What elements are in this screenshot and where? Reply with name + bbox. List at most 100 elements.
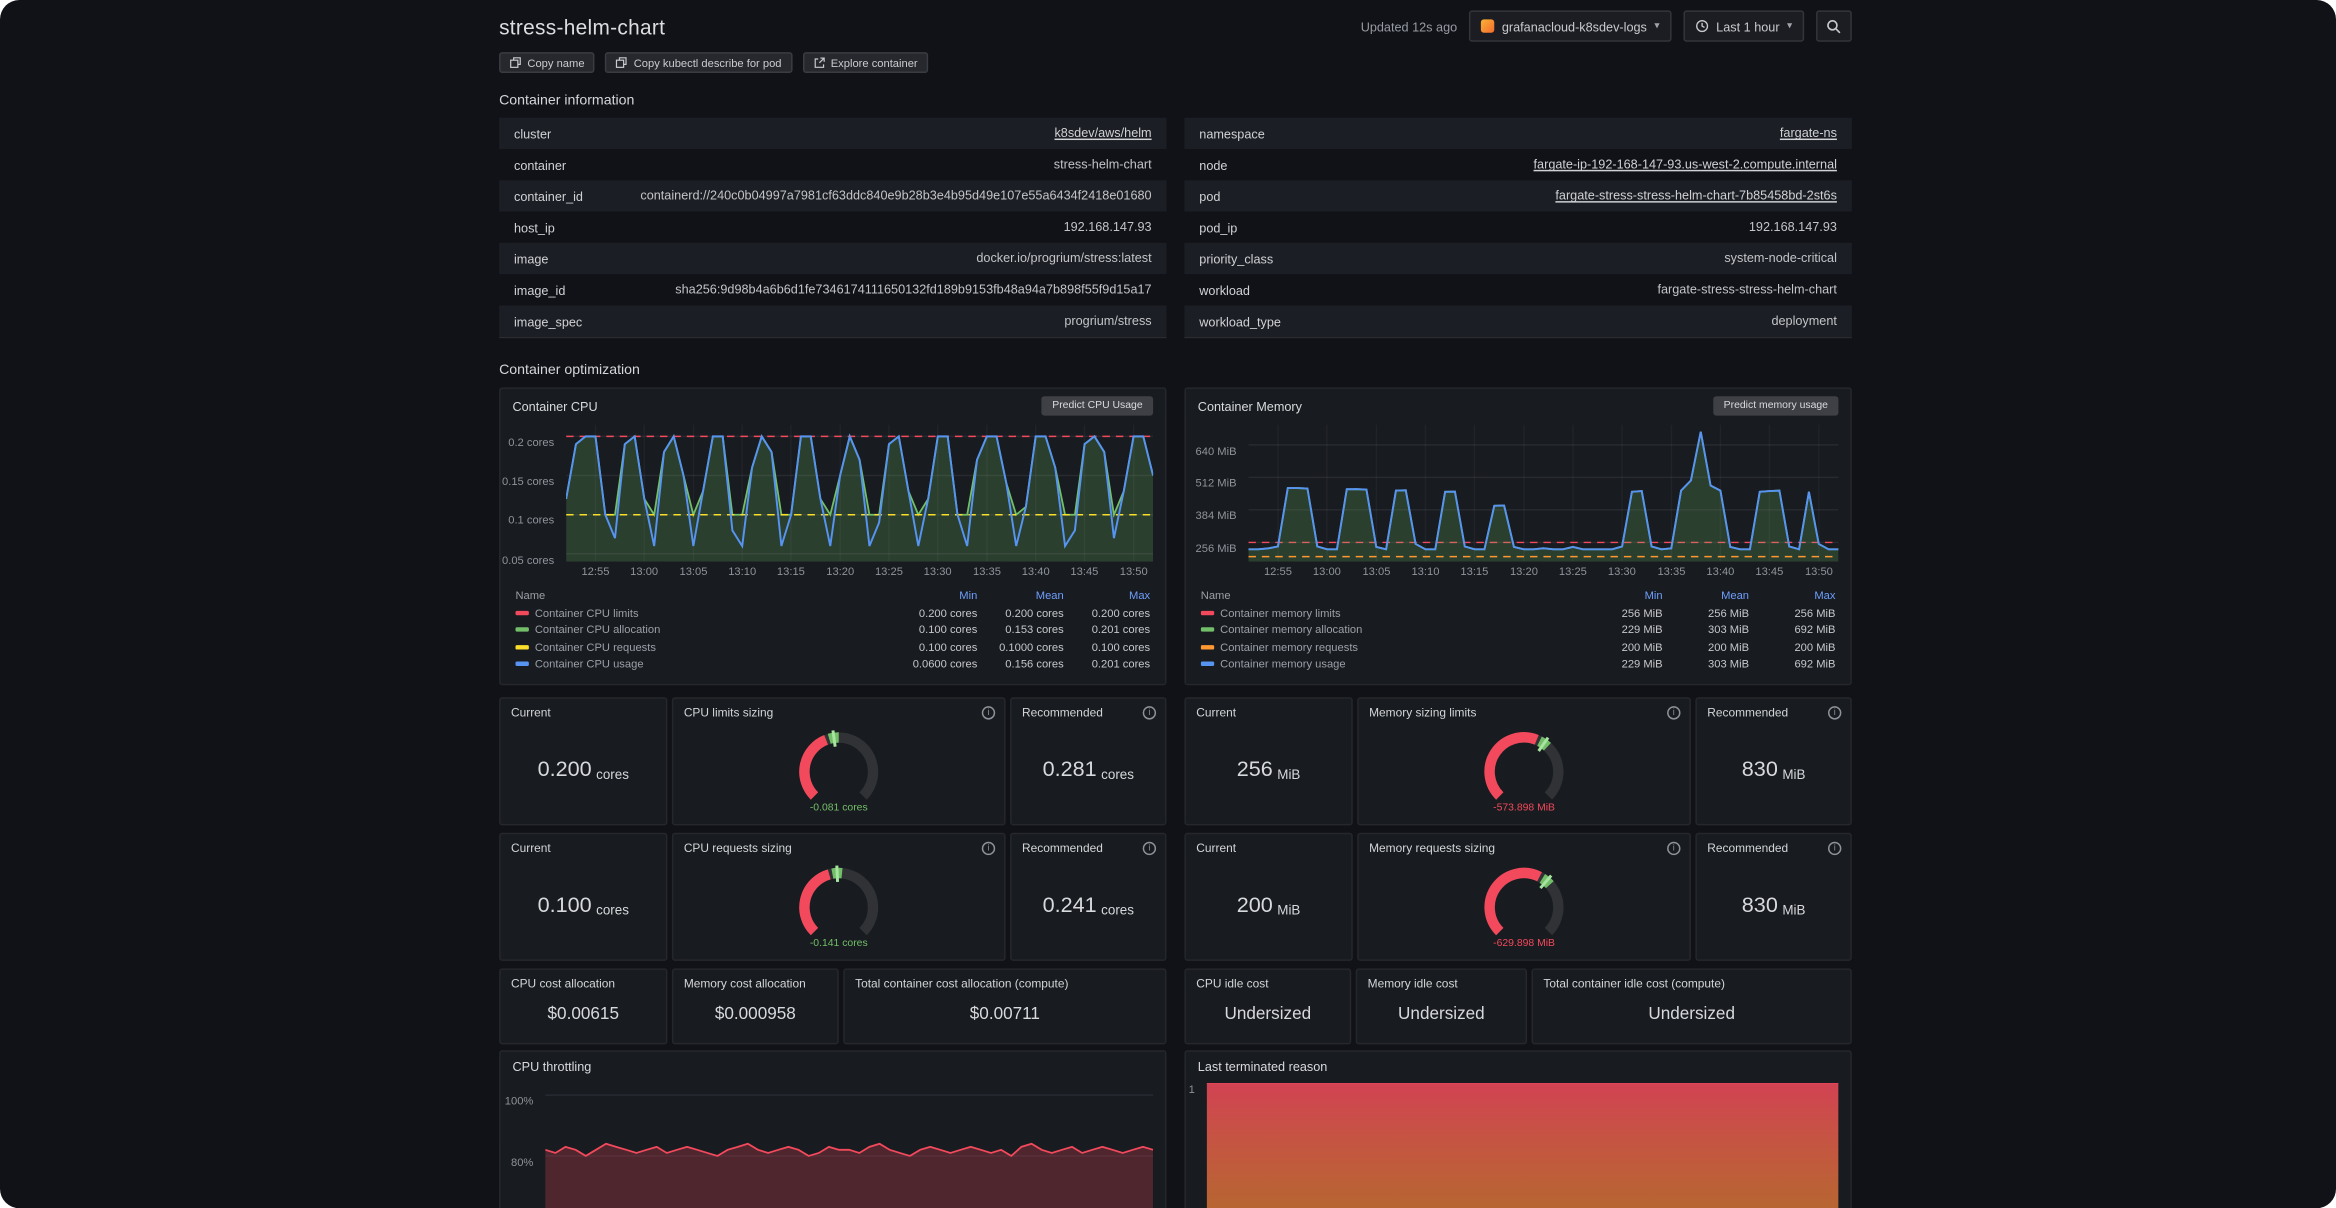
- info-icon[interactable]: i: [981, 706, 996, 720]
- stat-unit: cores: [596, 766, 629, 782]
- y-axis-label: 1: [1188, 1082, 1195, 1096]
- predict-memory-usage-button[interactable]: Predict memory usage: [1713, 396, 1839, 416]
- predict-cpu-usage-button[interactable]: Predict CPU Usage: [1041, 396, 1154, 416]
- legend-max-value: 0.201 cores: [1091, 657, 1151, 671]
- info-value-link[interactable]: fargate-ip-192-168-147-93.us-west-2.comp…: [1533, 156, 1837, 172]
- info-row-namespace: namespace fargate-ns: [1184, 117, 1852, 149]
- stat-title: Memory sizing limits: [1369, 706, 1477, 720]
- x-axis: 12:55 13:00 13:05 13:10 13:15 13:20 13:25 13:30…: [501, 562, 1165, 581]
- legend-header-min[interactable]: Min: [1644, 588, 1663, 603]
- legend-header-max[interactable]: Max: [1129, 588, 1151, 603]
- info-row-pod_ip: pod_ip 192.168.147.93: [1184, 212, 1851, 243]
- plot-area: [545, 1083, 1154, 1208]
- panel-memory-requests-sizing: Memory requests sizing i -629.898 MiB: [1357, 832, 1691, 961]
- info-row-host_ip: host_ip 192.168.147.93: [499, 212, 1166, 243]
- legend-min-value: 200 MiB: [1621, 640, 1663, 654]
- gauge-canvas: -629.898 MiB: [1484, 867, 1564, 948]
- info-value: deployment: [1771, 313, 1837, 329]
- info-value-link[interactable]: k8sdev/aws/helm: [1054, 125, 1152, 141]
- sizing-row-requests: Current 0.100 cores CPU requests sizing i…: [499, 832, 1852, 961]
- stat-title: CPU cost allocation: [511, 977, 616, 991]
- info-icon[interactable]: i: [1827, 706, 1842, 720]
- legend-series-name[interactable]: Container memory requests: [1220, 640, 1359, 654]
- cpu-requests-gauge: -0.141 cores: [673, 834, 1004, 959]
- legend-series-name[interactable]: Container CPU usage: [534, 657, 644, 671]
- legend-header-name[interactable]: Name: [1200, 588, 1231, 603]
- time-range-picker[interactable]: Last 1 hour ▾: [1683, 10, 1805, 42]
- legend-mean-value: 0.200 cores: [1005, 605, 1064, 620]
- info-key: container_id: [513, 188, 583, 204]
- legend-series-name[interactable]: Container memory allocation: [1220, 623, 1363, 637]
- explore-container-button[interactable]: Explore container: [802, 52, 929, 74]
- info-icon[interactable]: i: [981, 841, 996, 856]
- plot-area: [565, 424, 1155, 562]
- legend-row: Container memory requests 200 MiB 200 MiB 2…: [1200, 638, 1835, 655]
- x-axis: 12:55 13:00 13:05 13:10 13:15 13:20 13:25 13:30…: [1186, 562, 1850, 581]
- memory-limits-gauge: -573.898 MiB: [1359, 699, 1690, 824]
- legend-series-name[interactable]: Container CPU limits: [534, 605, 639, 620]
- info-icon[interactable]: i: [1142, 706, 1157, 720]
- bottom-charts: CPU throttling 100%80%60% Last terminate…: [499, 1050, 1852, 1208]
- x-axis-label: 13:40: [1021, 564, 1050, 579]
- copy-icon: [616, 57, 628, 68]
- legend-series-name[interactable]: Container memory usage: [1220, 657, 1346, 671]
- datasource-picker[interactable]: grafanacloud-k8sdev-logs ▾: [1469, 10, 1672, 42]
- copy-icon: [510, 57, 521, 68]
- x-axis-label: 13:35: [972, 564, 1001, 579]
- section-title-container-optimization: Container optimization: [499, 362, 640, 379]
- legend-row: Container CPU allocation 0.100 cores 0.153…: [515, 621, 1150, 638]
- cost-value: Undersized: [1224, 1004, 1312, 1023]
- y-axis-label: 640 MiB: [1195, 444, 1237, 458]
- info-icon[interactable]: i: [1142, 841, 1157, 856]
- legend-series-name[interactable]: Container CPU allocation: [534, 623, 661, 637]
- legend-header-mean[interactable]: Mean: [1721, 588, 1750, 603]
- legend-series-name[interactable]: Container CPU requests: [534, 640, 656, 654]
- x-axis-label: 13:05: [1362, 564, 1391, 579]
- x-axis-label: 13:15: [1460, 564, 1489, 579]
- legend-min-value: 0.100 cores: [918, 640, 978, 654]
- panel-title: Container Memory: [1197, 398, 1302, 414]
- legend-header-name[interactable]: Name: [515, 588, 546, 603]
- legend-header-row: Name Min Mean Max: [515, 587, 1150, 604]
- info-value-link[interactable]: fargate-stress-stress-helm-chart-7b85458…: [1555, 188, 1837, 204]
- zoom-out-time-button[interactable]: [1816, 10, 1852, 42]
- cost-row: CPU cost allocation $0.00615 Memory cost…: [499, 968, 1852, 1045]
- panel-container-cpu: Container CPU Predict CPU Usage 0.2 core…: [499, 387, 1167, 686]
- legend-mean-value: 0.156 cores: [1005, 657, 1064, 671]
- info-value-link[interactable]: fargate-ns: [1779, 125, 1837, 141]
- stat-title: Recommended: [1707, 706, 1789, 720]
- x-axis-label: 13:25: [1558, 564, 1587, 579]
- info-value: containerd://240c0b04997a7981cf63ddc840e…: [640, 188, 1152, 204]
- info-row-image_spec: image_spec progrium/stress: [499, 305, 1167, 337]
- stat-value: 0.241: [1042, 893, 1097, 918]
- stat-title: Memory requests sizing: [1369, 841, 1495, 856]
- x-axis-label: 13:00: [1312, 564, 1341, 579]
- cpu-chart: 0.2 cores 0.15 cores 0.1 cores 0.05 cores 1…: [501, 424, 1165, 581]
- legend-header-max[interactable]: Max: [1814, 588, 1836, 603]
- info-icon[interactable]: i: [1667, 706, 1681, 720]
- legend-header-mean[interactable]: Mean: [1035, 588, 1064, 603]
- info-key: image: [513, 251, 549, 266]
- legend-header-min[interactable]: Min: [959, 588, 978, 603]
- info-value: fargate-stress-stress-helm-chart: [1657, 282, 1837, 297]
- memory-chart: 640 MiB 512 MiB 384 MiB 256 MiB 12:55 13:00 1…: [1186, 424, 1850, 581]
- panel-cpu-limits-recommended: Recommended i 0.281 cores: [1010, 697, 1167, 826]
- panel-title: CPU throttling: [512, 1059, 592, 1075]
- info-key: pod: [1199, 188, 1221, 204]
- stat-title: Total container cost allocation (compute…: [855, 977, 1069, 991]
- panel-last-terminated-reason: Last terminated reason 1: [1184, 1050, 1852, 1208]
- info-icon[interactable]: i: [1827, 841, 1842, 856]
- x-axis-label: 12:55: [1263, 564, 1292, 579]
- copy-name-button[interactable]: Copy name: [499, 52, 595, 74]
- legend-series-name[interactable]: Container memory limits: [1220, 605, 1341, 620]
- panel-memory-requests-recommended: Recommended i 830 MiB: [1695, 832, 1852, 961]
- y-axis-label: 0.2 cores: [508, 435, 555, 449]
- panel-container-memory: Container Memory Predict memory usage 64…: [1184, 387, 1852, 686]
- copy-kubectl-describe-button[interactable]: Copy kubectl describe for pod: [605, 52, 792, 74]
- stat-title: Recommended: [1707, 841, 1789, 856]
- stat-value: 256: [1236, 758, 1273, 783]
- legend-mean-value: 303 MiB: [1708, 623, 1750, 637]
- info-icon[interactable]: i: [1667, 841, 1681, 856]
- stat-title: Total container idle cost (compute): [1543, 977, 1725, 991]
- y-axis-label: 256 MiB: [1195, 541, 1237, 556]
